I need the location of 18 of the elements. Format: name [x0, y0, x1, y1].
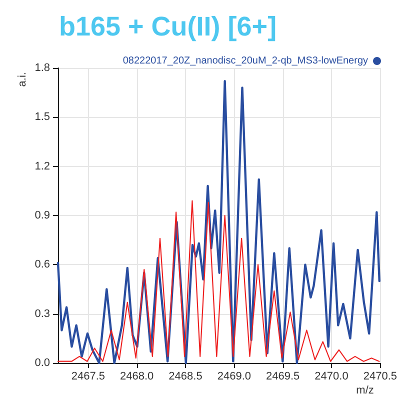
- y-tick-label: 1.5: [34, 111, 50, 124]
- y-tick-label: 0.0: [34, 357, 50, 369]
- y-tick-label: 0.3: [34, 308, 50, 320]
- x-tick-label: 2470.0: [314, 370, 348, 382]
- y-axis-title: a.i.: [16, 72, 28, 87]
- y-tick-label: 0.9: [34, 210, 50, 222]
- legend-label: 08222017_20Z_nanodisc_20uM_2-qb_MS3-lowEnergy: [122, 56, 368, 66]
- chart-title: b165 + Cu(II) [6+]: [59, 12, 277, 42]
- x-tick-label: 2468.5: [168, 370, 202, 382]
- y-tick-label: 0.6: [34, 258, 50, 271]
- x-axis-title: m/z: [356, 384, 374, 396]
- y-tick-label: 1.2: [34, 160, 50, 172]
- x-tick-label: 2469.0: [217, 370, 252, 382]
- x-tick-label: 2470.5: [363, 370, 398, 382]
- x-tick-label: 2467.5: [71, 370, 105, 382]
- x-tick-label: 2468.0: [120, 370, 154, 382]
- y-tick-label: 1.8: [34, 62, 50, 74]
- x-tick-label: 2469.5: [266, 370, 300, 382]
